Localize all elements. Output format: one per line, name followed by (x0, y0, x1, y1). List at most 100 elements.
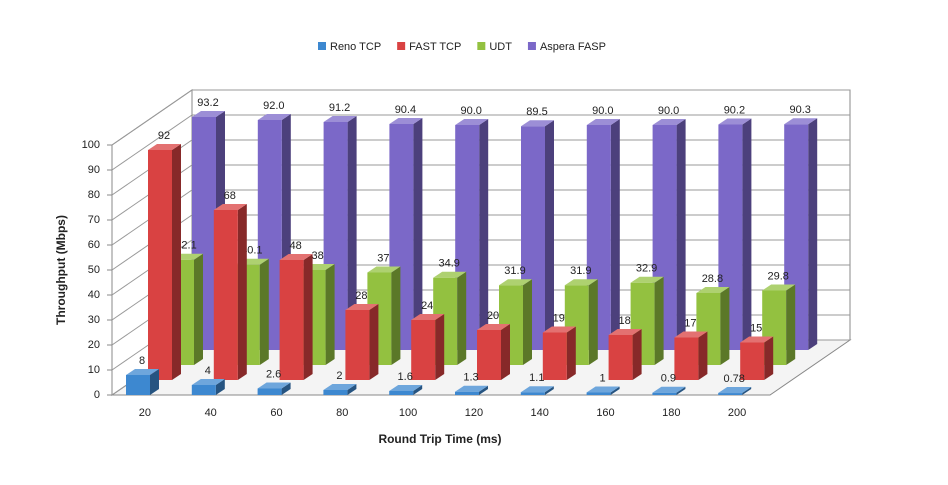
x-tick-label: 120 (465, 407, 483, 419)
bar-front (586, 392, 611, 395)
value-label: 18 (618, 315, 630, 327)
bar-top (740, 336, 774, 343)
legend-swatch (477, 42, 486, 50)
bar-side (259, 258, 269, 365)
bar-front (542, 332, 567, 380)
bar-side (347, 384, 357, 395)
bar-side (325, 264, 335, 365)
bar-top (477, 324, 510, 330)
y-tick-label: 90 (88, 164, 100, 176)
bar-side (501, 324, 510, 380)
value-label: 92 (158, 130, 170, 142)
bar-top (652, 386, 686, 393)
bar-top (411, 314, 445, 320)
value-label: 90.3 (789, 104, 810, 116)
bar-top (323, 384, 357, 390)
y-tick-label: 0 (94, 389, 100, 401)
bar-top (126, 369, 159, 375)
bar (389, 385, 423, 395)
bar (279, 254, 313, 380)
y-axis-title: Throughput (Mbps) (54, 215, 68, 325)
bar-side (742, 118, 752, 350)
value-label: 17 (684, 317, 696, 329)
bar (520, 386, 554, 395)
bar (542, 326, 576, 380)
value-label: 15 (750, 322, 762, 334)
x-tick-label: 160 (596, 407, 614, 419)
x-tick-label: 180 (662, 407, 680, 419)
bar (323, 384, 357, 395)
value-label: 29.8 (767, 270, 788, 282)
value-label: 28.8 (702, 273, 723, 285)
bar-side (544, 386, 554, 395)
x-tick-label: 200 (728, 407, 746, 419)
x-axis-title: Round Trip Time (ms) (378, 432, 501, 446)
y-tick-label: 70 (88, 214, 100, 226)
bar-front (411, 320, 436, 380)
value-label: 90.0 (592, 105, 613, 117)
bar-side (413, 385, 423, 395)
grid-line (111, 89, 850, 146)
value-label: 19 (553, 312, 565, 324)
legend-swatch (527, 42, 536, 50)
bar-front (323, 390, 348, 395)
bar-top (345, 304, 379, 310)
value-label: 0.78 (723, 373, 744, 385)
bar-front (191, 385, 216, 395)
bar-top (762, 284, 796, 291)
value-label: 0.9 (661, 373, 676, 385)
bar-top (455, 119, 489, 125)
grid-line (111, 114, 850, 171)
bar-top (564, 279, 598, 286)
bar-side (632, 329, 642, 380)
bar (652, 386, 686, 395)
bar-side (523, 279, 532, 365)
bar-top (389, 118, 423, 124)
bar-top (389, 385, 423, 391)
bar-side (391, 266, 401, 365)
bar-front (652, 392, 677, 395)
bar-side (172, 144, 181, 380)
value-label: 90.4 (395, 104, 416, 116)
bar (455, 385, 488, 395)
bar-top (279, 254, 313, 260)
value-label: 24 (421, 300, 433, 312)
bar-side (435, 314, 445, 380)
bar-front (389, 391, 414, 395)
bar-top (191, 379, 225, 385)
bar (674, 331, 708, 380)
bar-side (610, 119, 620, 350)
value-label: 48 (289, 240, 301, 252)
bar (148, 144, 181, 380)
y-tick-label: 100 (82, 139, 100, 151)
bar-top (455, 385, 488, 392)
bar-side (479, 385, 488, 395)
bar-side (808, 118, 818, 350)
value-label: 2.6 (266, 368, 281, 380)
bar (740, 336, 774, 380)
bar-side (413, 118, 423, 350)
bar-side (215, 379, 225, 395)
bar-top (784, 118, 818, 125)
bar (718, 118, 752, 350)
bar-side (742, 387, 752, 395)
bar-side (654, 276, 664, 365)
bar (586, 386, 620, 395)
value-label: 1 (600, 372, 606, 384)
bar-front (257, 388, 282, 395)
bar-top (542, 326, 576, 333)
bar-side (566, 326, 576, 380)
value-label: 38 (311, 250, 323, 262)
bar-top (630, 276, 664, 283)
bar-side (764, 336, 774, 380)
x-tick-label: 20 (139, 407, 151, 419)
value-label: 37 (377, 252, 389, 264)
bar (345, 304, 379, 380)
bar-side (786, 284, 796, 365)
bar-top (323, 116, 357, 122)
bar-front (740, 342, 765, 380)
bar-top (608, 329, 642, 335)
bar-side (347, 116, 357, 350)
bar-side (194, 253, 203, 365)
